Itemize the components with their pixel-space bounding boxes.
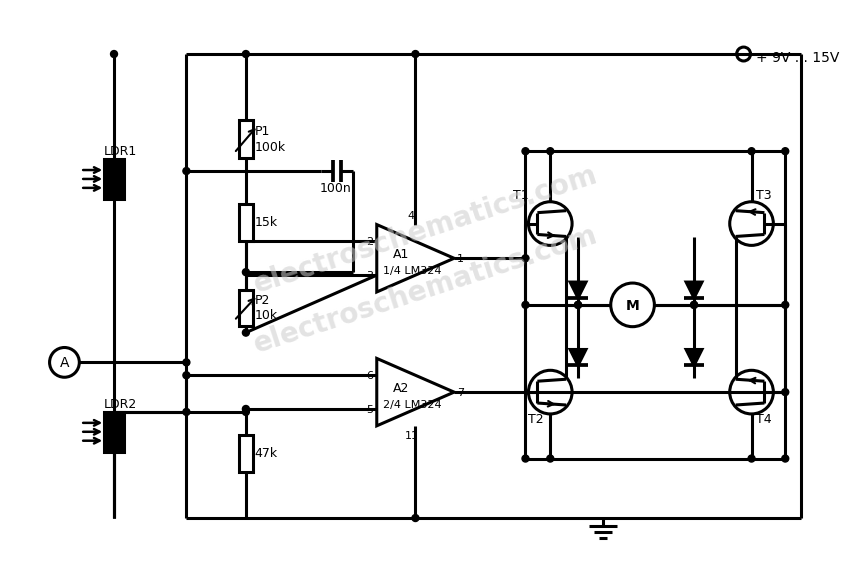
Text: P1: P1	[255, 125, 270, 138]
Circle shape	[782, 389, 789, 395]
Circle shape	[782, 148, 789, 155]
Polygon shape	[377, 225, 454, 292]
Text: 6: 6	[366, 371, 372, 381]
Bar	[239, 435, 253, 472]
Circle shape	[748, 455, 755, 462]
Bar	[104, 159, 124, 199]
Text: A1: A1	[393, 248, 409, 261]
Text: LDR1: LDR1	[104, 145, 137, 157]
Circle shape	[412, 50, 419, 57]
Text: 7: 7	[457, 388, 464, 398]
Circle shape	[547, 455, 553, 462]
Text: T2: T2	[529, 413, 544, 426]
Circle shape	[522, 148, 529, 155]
Circle shape	[522, 302, 529, 309]
Circle shape	[243, 405, 250, 412]
Circle shape	[691, 302, 698, 309]
Bar	[104, 412, 124, 452]
Text: 15k: 15k	[255, 216, 278, 229]
Text: P2: P2	[255, 294, 270, 307]
Text: 4: 4	[408, 211, 415, 221]
Text: + 9V ... 15V: + 9V ... 15V	[756, 51, 839, 65]
Text: 3: 3	[366, 271, 372, 281]
Text: 5: 5	[366, 405, 372, 415]
Bar	[239, 290, 253, 326]
Text: 2/4 LM324: 2/4 LM324	[383, 400, 441, 410]
Circle shape	[243, 408, 250, 415]
Circle shape	[547, 148, 553, 155]
Circle shape	[183, 359, 190, 366]
Circle shape	[522, 455, 529, 462]
Text: M: M	[625, 299, 639, 313]
Text: 100k: 100k	[255, 141, 286, 153]
Circle shape	[243, 50, 250, 57]
Circle shape	[412, 515, 419, 522]
Text: A: A	[60, 356, 69, 371]
Polygon shape	[686, 350, 702, 365]
Bar	[239, 120, 253, 158]
Bar	[239, 204, 253, 241]
Circle shape	[183, 167, 190, 174]
Circle shape	[575, 302, 582, 309]
Text: 47k: 47k	[255, 447, 278, 460]
Circle shape	[782, 302, 789, 309]
Circle shape	[183, 408, 190, 415]
Circle shape	[748, 148, 755, 155]
Text: electroschematics.com: electroschematics.com	[250, 161, 601, 299]
Text: 10k: 10k	[255, 309, 278, 323]
Circle shape	[522, 255, 529, 262]
Text: electroschematics.com: electroschematics.com	[250, 221, 601, 358]
Text: T1: T1	[512, 189, 529, 202]
Circle shape	[782, 455, 789, 462]
Circle shape	[575, 302, 582, 309]
Text: LDR2: LDR2	[104, 398, 137, 411]
Polygon shape	[377, 358, 454, 426]
Circle shape	[243, 269, 250, 276]
Text: 1: 1	[457, 254, 464, 264]
Text: 11: 11	[404, 431, 419, 441]
Polygon shape	[686, 282, 702, 298]
Text: 2: 2	[366, 237, 372, 247]
Circle shape	[111, 50, 118, 57]
Text: T4: T4	[757, 413, 772, 426]
Text: 1/4 LM324: 1/4 LM324	[383, 266, 441, 276]
Text: A2: A2	[393, 382, 409, 395]
Circle shape	[243, 329, 250, 336]
Text: 100n: 100n	[319, 182, 351, 195]
Circle shape	[691, 302, 698, 309]
Circle shape	[183, 372, 190, 379]
Polygon shape	[570, 282, 586, 298]
Polygon shape	[570, 350, 586, 365]
Text: T3: T3	[757, 189, 772, 202]
